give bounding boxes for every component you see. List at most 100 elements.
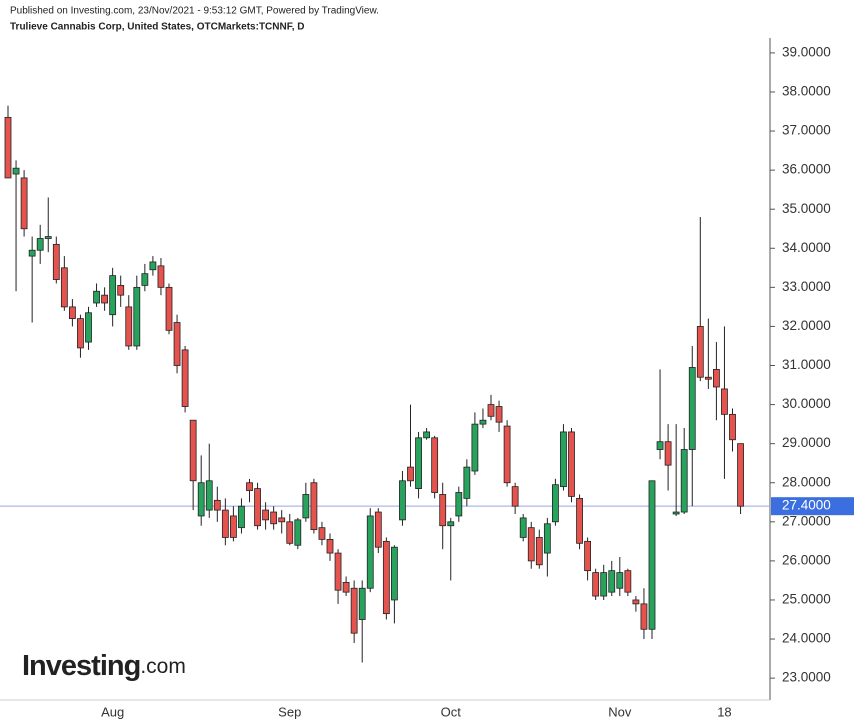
chart-title: Trulieve Cannabis Corp, United States, O…	[10, 22, 305, 33]
candle-body	[278, 517, 286, 523]
y-tick-label: 37.0000	[782, 123, 831, 138]
candle-body	[407, 466, 414, 482]
candle-body	[85, 312, 92, 343]
candle-body	[640, 603, 648, 630]
candle-body	[366, 515, 374, 589]
candle-body	[704, 376, 712, 380]
candle-body	[133, 286, 141, 347]
candle-body	[519, 517, 527, 538]
candle-body	[382, 540, 390, 615]
y-tick-label: 30.0000	[782, 396, 831, 411]
y-tick-label: 24.0000	[782, 631, 831, 646]
candle-body	[93, 290, 100, 304]
candle-body	[463, 466, 471, 499]
candle-body	[286, 521, 294, 544]
candle-body	[36, 238, 44, 251]
candle-body	[503, 425, 511, 484]
candle-body	[358, 587, 366, 620]
candle-body	[624, 570, 632, 593]
y-tick-label: 35.0000	[782, 201, 831, 216]
y-tick-label: 34.0000	[782, 240, 831, 255]
y-tick-label: 36.0000	[782, 162, 831, 177]
candle-body	[262, 509, 270, 521]
candle-body	[246, 482, 253, 491]
logo-suffix: .com	[140, 655, 186, 678]
y-tick-label: 31.0000	[782, 357, 831, 372]
candle-body	[535, 537, 543, 566]
candle-body	[213, 499, 221, 511]
x-tick-label: Oct	[441, 704, 462, 719]
candle-body	[423, 431, 431, 439]
y-tick-label: 33.0000	[782, 279, 831, 294]
candle-body	[568, 431, 575, 497]
candle-body	[334, 552, 342, 591]
candle-body	[576, 497, 583, 544]
candle-body	[479, 419, 487, 425]
candle-body	[374, 511, 382, 548]
candle-body	[608, 570, 616, 593]
candle-body	[44, 236, 52, 239]
candle-body	[101, 294, 108, 304]
candle-body	[455, 492, 463, 517]
candle-body	[205, 480, 213, 511]
candle-body	[713, 369, 720, 388]
y-tick-label: 28.0000	[782, 474, 831, 489]
candle-body	[439, 494, 447, 527]
candle-body	[69, 306, 76, 320]
y-tick-label: 38.0000	[782, 84, 831, 99]
candle-body	[495, 406, 503, 423]
candle-body	[399, 480, 406, 521]
y-tick-label: 23.0000	[782, 670, 831, 685]
candle-body	[20, 177, 28, 230]
candle-body	[28, 249, 36, 257]
candle-body	[117, 284, 125, 296]
candle-body	[254, 488, 261, 527]
price-label: 27.4000	[782, 498, 831, 513]
candle-body	[511, 486, 519, 507]
candle-body	[431, 437, 439, 493]
candle-body	[238, 505, 245, 529]
candle-body	[447, 521, 455, 527]
candle-body	[560, 431, 567, 488]
candle-body	[342, 581, 350, 593]
candle-body	[221, 509, 229, 538]
header: Published on Investing.com, 23/Nov/2021 …	[10, 6, 379, 17]
candle-body	[109, 275, 117, 316]
candle-body	[584, 540, 591, 572]
candle-body	[189, 419, 197, 482]
candle-body	[318, 527, 326, 540]
candle-body	[165, 286, 173, 331]
candle-body	[149, 261, 157, 271]
candle-body	[60, 267, 68, 308]
candle-body	[543, 523, 551, 554]
candle-body	[294, 519, 302, 546]
candle-body	[737, 443, 744, 507]
candle-body	[125, 306, 133, 347]
candle-body	[664, 441, 672, 466]
candle-body	[680, 449, 688, 513]
candle-body	[197, 482, 205, 517]
candle-body	[729, 413, 736, 441]
candle-body	[471, 423, 479, 472]
candle-body	[552, 484, 559, 523]
candle-body	[672, 511, 680, 515]
candle-body	[688, 367, 696, 450]
candle-body	[52, 243, 60, 280]
x-tick-label: Sep	[278, 704, 301, 719]
candle-body	[696, 326, 704, 378]
y-tick-label: 29.0000	[782, 435, 831, 450]
candle-body	[390, 546, 398, 601]
candle-body	[12, 167, 20, 175]
candle-body	[632, 599, 640, 605]
logo-main: Investing	[22, 650, 140, 682]
candle-body	[4, 116, 12, 179]
candle-body	[157, 265, 165, 288]
candle-body	[721, 388, 728, 415]
candle-body	[141, 273, 149, 286]
x-tick-label: Aug	[101, 704, 124, 719]
x-tick-label: Nov	[608, 704, 632, 719]
candle-body	[77, 318, 84, 349]
y-tick-label: 27.0000	[782, 513, 831, 528]
candle-body	[326, 538, 334, 554]
